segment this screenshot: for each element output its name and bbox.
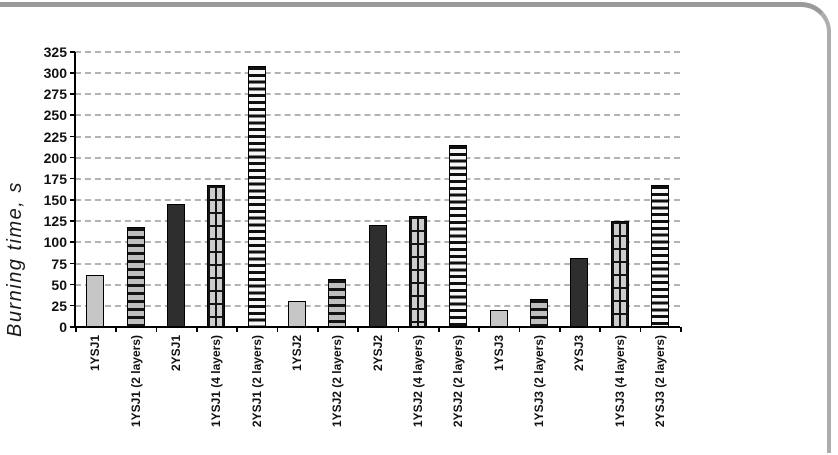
- y-tick-50: [70, 283, 75, 286]
- y-tick-0: [70, 326, 75, 328]
- y-tick-325: [70, 51, 75, 53]
- y-gridline-175: [75, 177, 680, 180]
- x-category-label-2ysj3-2-layers: 2YSJ3 (2 layers): [652, 335, 667, 428]
- x-tick-4: [236, 327, 238, 332]
- x-tick-13: [599, 327, 601, 332]
- x-axis-line: [74, 326, 680, 328]
- x-tick-0: [75, 327, 77, 332]
- x-category-label-1ysj1: 1YSJ1: [88, 335, 103, 372]
- bar-2ysj3-2-layers: [650, 185, 669, 327]
- bar-1ysj2-2-layers: [328, 279, 347, 327]
- x-category-label-1ysj3-4-layers: 1YSJ3 (4 layers): [612, 335, 627, 428]
- y-axis-line: [74, 52, 76, 328]
- x-category-label-1ysj2-4-layers: 1YSJ2 (4 layers): [410, 335, 425, 428]
- y-tick-label-150: 150: [43, 192, 67, 209]
- x-tick-14: [639, 327, 642, 332]
- bar-1ysj2: [287, 301, 306, 327]
- y-tick-175: [70, 177, 75, 180]
- y-gridline-275: [75, 93, 680, 96]
- y-tick-275: [70, 93, 75, 95]
- x-category-label-1ysj2-2-layers: 1YSJ2 (2 layers): [330, 335, 345, 428]
- bar-2ysj1: [166, 204, 185, 327]
- x-category-label-1ysj3-2-layers: 1YSJ3 (2 layers): [531, 335, 546, 428]
- y-tick-label-275: 275: [43, 86, 67, 103]
- x-category-label-1ysj2: 1YSJ2: [289, 335, 304, 372]
- y-tick-200: [70, 156, 75, 159]
- y-gridline-300: [75, 72, 680, 75]
- bar-1ysj1: [86, 275, 105, 327]
- x-tick-8: [397, 327, 400, 332]
- x-category-label-1ysj1-2-layers: 1YSJ1 (2 layers): [128, 335, 143, 428]
- y-gridline-200: [75, 156, 680, 159]
- x-tick-1: [115, 327, 117, 332]
- y-tick-150: [70, 199, 75, 201]
- y-gridline-325: [75, 51, 680, 53]
- y-tick-label-100: 100: [43, 234, 67, 251]
- x-tick-9: [438, 327, 440, 332]
- bar-1ysj2-4-layers: [408, 216, 427, 327]
- y-tick-label-25: 25: [51, 297, 67, 314]
- y-tick-label-250: 250: [43, 107, 67, 124]
- x-category-label-1ysj1-4-layers: 1YSJ1 (4 layers): [209, 335, 224, 428]
- bar-1ysj1-2-layers: [126, 227, 145, 327]
- y-tick-label-225: 225: [43, 128, 67, 145]
- x-tick-6: [317, 327, 319, 332]
- y-tick-label-125: 125: [43, 213, 67, 230]
- bar-1ysj3-2-layers: [529, 299, 548, 327]
- y-tick-label-200: 200: [43, 149, 67, 166]
- y-tick-75: [70, 262, 75, 265]
- y-tick-100: [70, 241, 75, 243]
- bar-2ysj2: [368, 225, 387, 327]
- y-tick-label-0: 0: [59, 319, 67, 335]
- x-category-label-2ysj1: 2YSJ1: [168, 335, 183, 372]
- x-category-label-2ysj2-2-layers: 2YSJ2 (2 layers): [451, 335, 466, 428]
- y-tick-250: [70, 114, 75, 116]
- x-tick-7: [357, 327, 359, 332]
- x-tick-5: [276, 327, 279, 332]
- y-tick-25: [70, 304, 75, 307]
- y-tick-label-300: 300: [43, 65, 67, 82]
- bar-2ysj1-2-layers: [247, 66, 266, 327]
- y-gridline-250: [75, 114, 680, 117]
- y-tick-225: [70, 135, 75, 138]
- y-tick-label-50: 50: [51, 276, 67, 293]
- y-gridline-225: [75, 135, 680, 138]
- bar-1ysj3: [489, 310, 508, 327]
- bar-1ysj1-4-layers: [207, 185, 226, 327]
- y-tick-label-75: 75: [51, 255, 67, 272]
- x-category-label-2ysj1-2-layers: 2YSJ1 (2 layers): [249, 335, 264, 428]
- x-category-label-2ysj2: 2YSJ2: [370, 335, 385, 372]
- x-tick-12: [559, 327, 561, 332]
- y-axis-title: Burning time, s: [4, 181, 26, 337]
- x-tick-11: [518, 327, 521, 332]
- x-tick-15: [680, 327, 682, 332]
- x-category-label-1ysj3: 1YSJ3: [491, 335, 506, 372]
- y-tick-label-175: 175: [43, 170, 67, 187]
- bar-1ysj3-4-layers: [610, 221, 629, 327]
- bar-2ysj3: [570, 258, 589, 327]
- x-tick-10: [478, 327, 480, 332]
- x-category-label-2ysj3: 2YSJ3: [572, 335, 587, 372]
- y-gridline-125: [75, 220, 680, 223]
- x-tick-2: [155, 327, 158, 332]
- y-tick-300: [70, 72, 75, 74]
- y-tick-label-325: 325: [43, 44, 67, 60]
- bar-2ysj2-2-layers: [449, 145, 468, 327]
- x-tick-3: [196, 327, 198, 332]
- y-tick-125: [70, 220, 75, 222]
- y-gridline-150: [75, 199, 680, 202]
